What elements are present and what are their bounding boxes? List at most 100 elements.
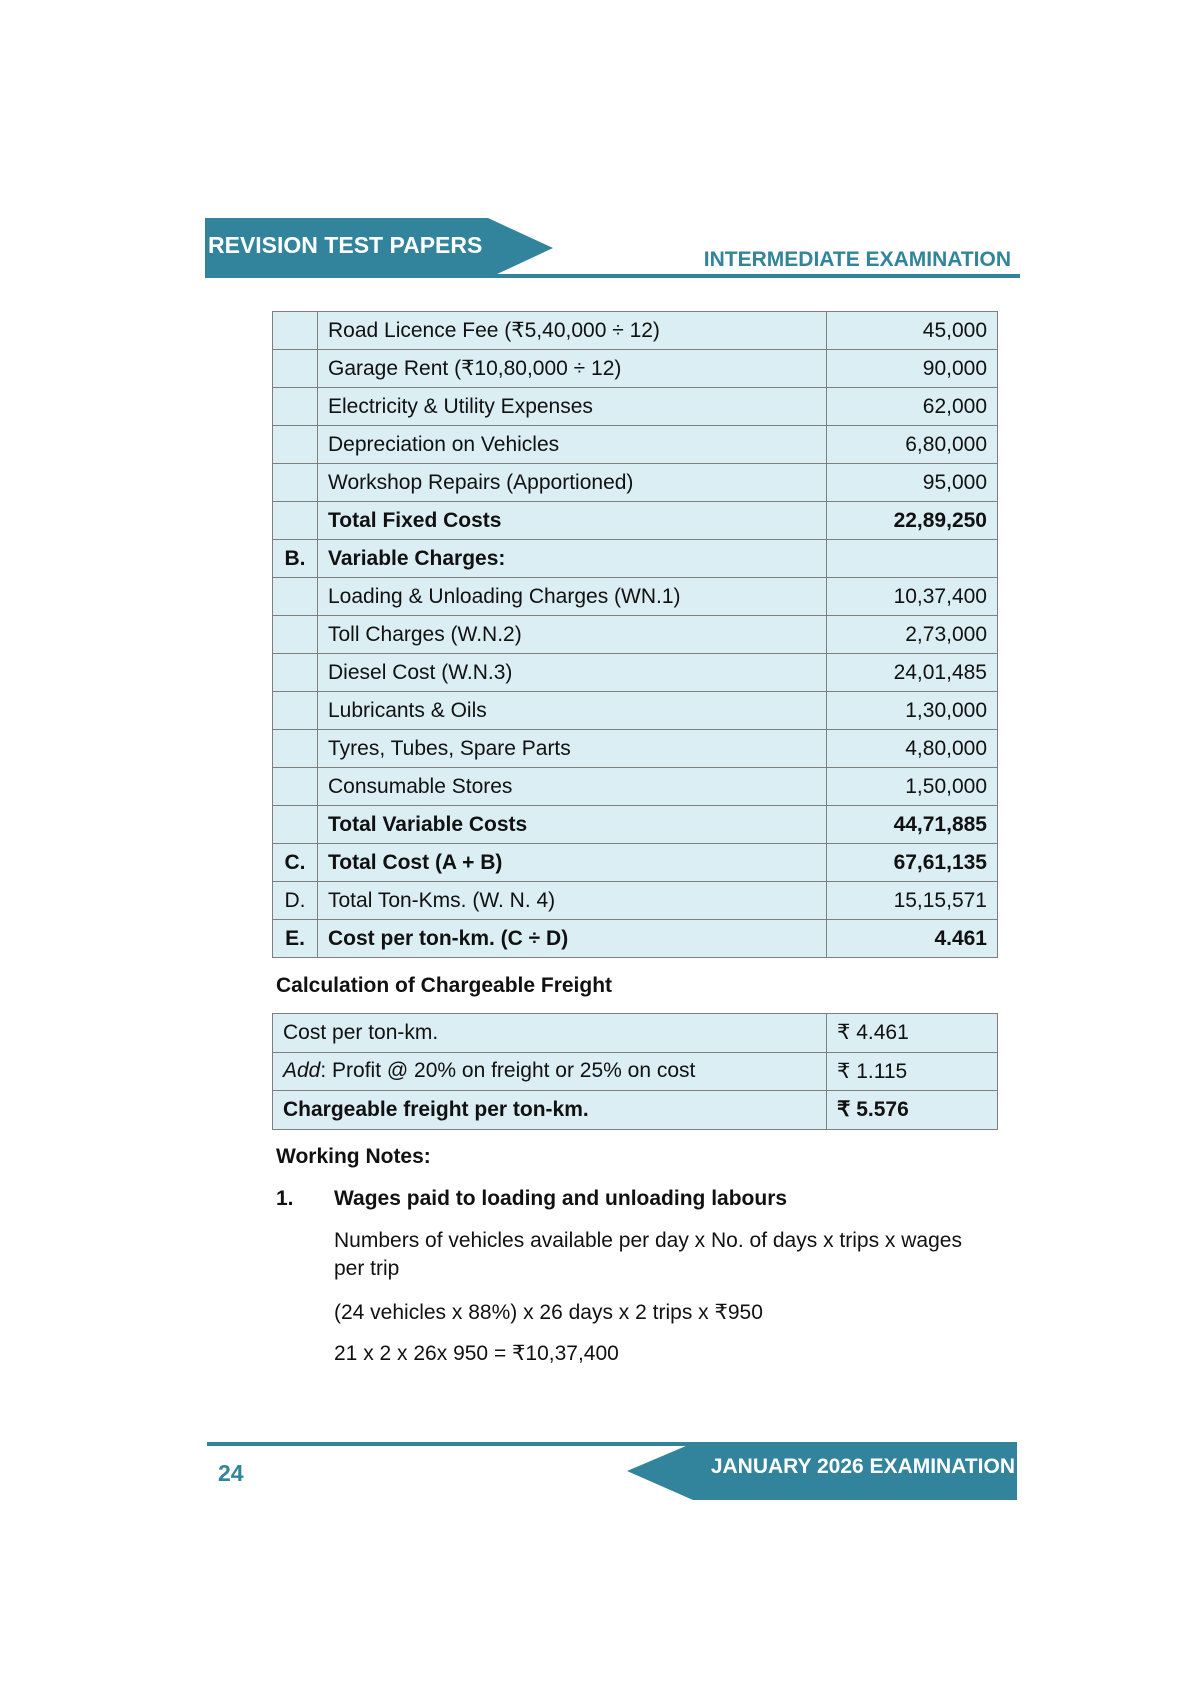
row-amount: 6,80,000: [826, 425, 998, 464]
header-left-title: REVISION TEST PAPERS: [208, 232, 483, 258]
row-label: [272, 311, 318, 350]
row-label: [272, 691, 318, 730]
add-label: Add: [283, 1059, 321, 1083]
row-amount: 1,50,000: [826, 767, 998, 806]
table-row: Lubricants & Oils 1,30,000: [272, 691, 998, 730]
row-amount: 4,80,000: [826, 729, 998, 768]
table-row: Workshop Repairs (Apportioned) 95,000: [272, 463, 998, 502]
freight-item: Cost per ton-km.: [272, 1013, 827, 1053]
table-row: Chargeable freight per ton-km. ₹ 5.576: [272, 1090, 998, 1130]
table-row: Electricity & Utility Expenses 62,000: [272, 387, 998, 426]
header-right-title: INTERMEDIATE EXAMINATION: [703, 248, 1011, 271]
row-amount: 24,01,485: [826, 653, 998, 692]
footer-banner: JANUARY 2026 EXAMINATION: [627, 1443, 1017, 1500]
row-amount: 67,61,135: [826, 843, 998, 882]
row-amount: 22,89,250: [826, 501, 998, 540]
table-row: Cost per ton-km. ₹ 4.461: [272, 1013, 998, 1053]
row-item: Road Licence Fee (₹5,40,000 ÷ 12): [317, 311, 827, 350]
row-amount: 45,000: [826, 311, 998, 350]
row-amount: 10,37,400: [826, 577, 998, 616]
header-banner-shape: [205, 218, 553, 275]
row-amount: 44,71,885: [826, 805, 998, 844]
row-item: Total Ton-Kms. (W. N. 4): [317, 881, 827, 920]
row-label: B.: [272, 539, 318, 578]
row-amount: 15,15,571: [826, 881, 998, 920]
table-row: B. Variable Charges:: [272, 539, 998, 578]
row-item: Total Fixed Costs: [317, 501, 827, 540]
row-item: Consumable Stores: [317, 767, 827, 806]
row-item: Workshop Repairs (Apportioned): [317, 463, 827, 502]
row-item: Toll Charges (W.N.2): [317, 615, 827, 654]
row-label: [272, 653, 318, 692]
footer-banner-shape: [627, 1443, 1017, 1500]
row-label: E.: [272, 919, 318, 958]
table-row: Garage Rent (₹10,80,000 ÷ 12) 90,000: [272, 349, 998, 388]
table-row: Total Variable Costs 44,71,885: [272, 805, 998, 844]
row-item: Electricity & Utility Expenses: [317, 387, 827, 426]
freight-amount: ₹ 5.576: [826, 1090, 998, 1130]
header-rule: [205, 274, 1020, 278]
table-row: Add: Profit @ 20% on freight or 25% on c…: [272, 1051, 998, 1091]
table-row: D. Total Ton-Kms. (W. N. 4) 15,15,571: [272, 881, 998, 920]
row-label: [272, 387, 318, 426]
row-amount: 4.461: [826, 919, 998, 958]
row-label: [272, 615, 318, 654]
table-row: Diesel Cost (W.N.3) 24,01,485: [272, 653, 998, 692]
row-label: [272, 577, 318, 616]
freight-heading: Calculation of Chargeable Freight: [276, 974, 613, 997]
freight-item: Add: Profit @ 20% on freight or 25% on c…: [272, 1051, 827, 1091]
table-row: Total Fixed Costs 22,89,250: [272, 501, 998, 540]
row-item: Diesel Cost (W.N.3): [317, 653, 827, 692]
table-row: Road Licence Fee (₹5,40,000 ÷ 12) 45,000: [272, 311, 998, 350]
working-notes-heading: Working Notes:: [276, 1145, 431, 1168]
row-item: Total Variable Costs: [317, 805, 827, 844]
freight-amount: ₹ 1.115: [826, 1051, 998, 1091]
table-row: E. Cost per ton-km. (C ÷ D) 4.461: [272, 919, 998, 958]
page-number: 24: [218, 1460, 244, 1486]
footer-title: JANUARY 2026 EXAMINATION: [710, 1455, 1015, 1478]
freight-amount: ₹ 4.461: [826, 1013, 998, 1053]
table-row: C. Total Cost (A + B) 67,61,135: [272, 843, 998, 882]
row-label: [272, 805, 318, 844]
note-number: 1.: [276, 1187, 294, 1210]
note-line: Numbers of vehicles available per day x …: [334, 1229, 962, 1252]
row-item: Cost per ton-km. (C ÷ D): [317, 919, 827, 958]
freight-table: Cost per ton-km. ₹ 4.461 Add: Profit @ 2…: [272, 1013, 998, 1130]
row-item: Loading & Unloading Charges (WN.1): [317, 577, 827, 616]
table-row: Toll Charges (W.N.2) 2,73,000: [272, 615, 998, 654]
footer-rule: [207, 1442, 1017, 1446]
row-label: [272, 729, 318, 768]
row-amount: 62,000: [826, 387, 998, 426]
row-amount: 90,000: [826, 349, 998, 388]
row-amount: 2,73,000: [826, 615, 998, 654]
row-amount: 1,30,000: [826, 691, 998, 730]
note-line: (24 vehicles x 88%) x 26 days x 2 trips …: [334, 1301, 763, 1324]
row-label: D.: [272, 881, 318, 920]
row-amount: 95,000: [826, 463, 998, 502]
row-item: Garage Rent (₹10,80,000 ÷ 12): [317, 349, 827, 388]
row-label: [272, 349, 318, 388]
row-label: [272, 501, 318, 540]
table-row: Depreciation on Vehicles 6,80,000: [272, 425, 998, 464]
row-label: [272, 425, 318, 464]
row-label: C.: [272, 843, 318, 882]
table-row: Consumable Stores 1,50,000: [272, 767, 998, 806]
freight-item-text: : Profit @ 20% on freight or 25% on cost: [320, 1059, 696, 1083]
table-row: Tyres, Tubes, Spare Parts 4,80,000: [272, 729, 998, 768]
row-item: Tyres, Tubes, Spare Parts: [317, 729, 827, 768]
row-item: Lubricants & Oils: [317, 691, 827, 730]
note-title: Wages paid to loading and unloading labo…: [334, 1187, 788, 1210]
header-banner: REVISION TEST PAPERS: [205, 218, 553, 278]
cost-table: Road Licence Fee (₹5,40,000 ÷ 12) 45,000 G…: [272, 311, 998, 958]
row-label: [272, 767, 318, 806]
row-amount: [826, 539, 998, 578]
row-item: Total Cost (A + B): [317, 843, 827, 882]
table-row: Loading & Unloading Charges (WN.1) 10,37,…: [272, 577, 998, 616]
row-item: Variable Charges:: [317, 539, 827, 578]
row-item: Depreciation on Vehicles: [317, 425, 827, 464]
note-line: 21 x 2 x 26x 950 = ₹10,37,400: [334, 1342, 619, 1365]
row-label: [272, 463, 318, 502]
freight-item: Chargeable freight per ton-km.: [272, 1090, 827, 1130]
note-line: per trip: [334, 1257, 400, 1280]
